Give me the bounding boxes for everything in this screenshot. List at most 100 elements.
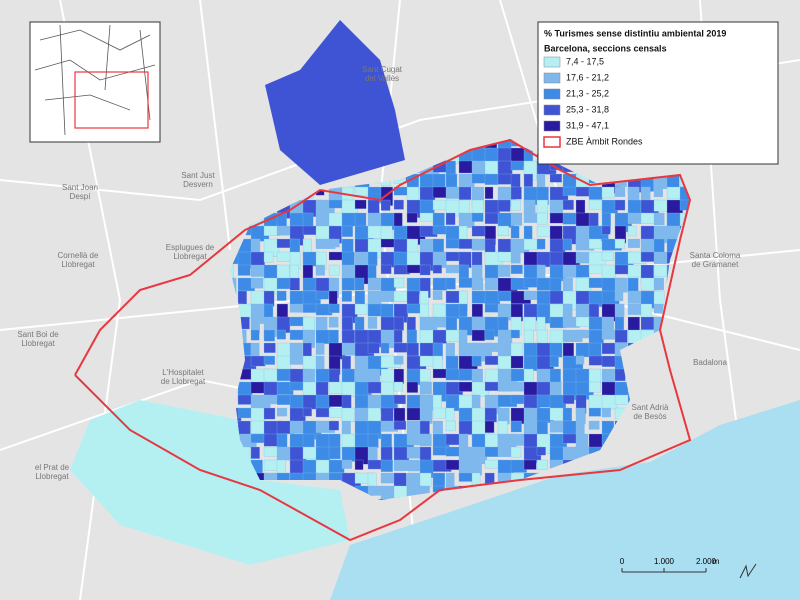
census-section bbox=[614, 199, 626, 211]
place-label: Sant Joan bbox=[62, 183, 98, 192]
census-section bbox=[367, 342, 380, 354]
census-section bbox=[315, 264, 325, 276]
census-section bbox=[432, 264, 442, 274]
census-section bbox=[575, 316, 591, 327]
census-section bbox=[510, 212, 523, 226]
census-section bbox=[328, 238, 340, 248]
census-section bbox=[575, 329, 590, 339]
census-section bbox=[354, 459, 364, 470]
census-section bbox=[406, 472, 421, 489]
census-section bbox=[549, 277, 562, 293]
census-section bbox=[367, 316, 378, 329]
place-label: Esplugues de bbox=[166, 243, 215, 252]
legend-swatch bbox=[543, 104, 561, 116]
census-section bbox=[653, 251, 670, 264]
census-section bbox=[445, 316, 458, 331]
census-section bbox=[497, 160, 513, 176]
census-section bbox=[575, 264, 590, 278]
legend-label: ZBE Àmbit Rondes bbox=[566, 136, 643, 146]
census-section bbox=[627, 303, 642, 315]
census-section bbox=[458, 277, 475, 288]
census-section bbox=[471, 394, 481, 409]
census-section bbox=[510, 199, 521, 211]
census-section bbox=[250, 355, 266, 367]
census-section bbox=[367, 212, 383, 227]
census-section bbox=[627, 212, 643, 224]
census-section bbox=[484, 329, 495, 341]
census-section bbox=[562, 199, 574, 210]
census-section bbox=[406, 238, 419, 254]
census-section bbox=[588, 186, 603, 200]
census-section bbox=[432, 355, 443, 370]
census-section bbox=[432, 303, 446, 319]
place-label: de Gramanet bbox=[692, 260, 739, 269]
census-section bbox=[549, 355, 559, 367]
census-section bbox=[484, 186, 494, 199]
census-section bbox=[601, 316, 615, 331]
census-section bbox=[588, 342, 602, 358]
census-section bbox=[289, 277, 300, 291]
census-section bbox=[510, 251, 521, 264]
census-section bbox=[601, 381, 617, 396]
census-section bbox=[588, 329, 604, 344]
census-section bbox=[614, 290, 624, 302]
census-section bbox=[328, 316, 339, 328]
census-section bbox=[458, 225, 468, 242]
census-section bbox=[341, 251, 355, 268]
census-section bbox=[367, 264, 377, 279]
census-section bbox=[276, 290, 287, 301]
legend-title: % Turismes sense distintiu ambiental 201… bbox=[544, 28, 726, 38]
census-section bbox=[230, 264, 234, 285]
census-section bbox=[614, 329, 628, 343]
census-section bbox=[549, 368, 561, 384]
census-section bbox=[666, 186, 683, 200]
census-section bbox=[302, 277, 317, 291]
place-label: el Prat de bbox=[35, 463, 70, 472]
census-section bbox=[367, 446, 378, 461]
census-section bbox=[406, 303, 423, 314]
census-section bbox=[263, 251, 274, 263]
census-section bbox=[341, 407, 355, 422]
census-section bbox=[523, 199, 536, 216]
census-section bbox=[354, 277, 365, 291]
census-section bbox=[406, 446, 421, 459]
census-section bbox=[393, 420, 407, 430]
place-label: Llobregat bbox=[61, 260, 95, 269]
delta-area bbox=[70, 400, 350, 565]
census-section bbox=[588, 407, 601, 417]
census-section bbox=[419, 433, 432, 447]
census-section bbox=[341, 446, 357, 462]
census-section bbox=[367, 433, 379, 449]
collserola-area bbox=[265, 20, 405, 185]
census-section bbox=[432, 394, 442, 410]
census-section bbox=[432, 407, 446, 419]
census-section bbox=[315, 329, 332, 344]
census-section bbox=[289, 355, 305, 365]
census-section bbox=[250, 238, 261, 253]
census-section bbox=[432, 277, 447, 291]
census-section bbox=[445, 433, 461, 446]
census-section bbox=[302, 407, 312, 417]
census-section bbox=[393, 394, 406, 405]
census-section bbox=[523, 316, 537, 331]
census-section bbox=[354, 303, 368, 315]
census-section bbox=[302, 264, 314, 280]
census-section bbox=[445, 212, 456, 225]
scale-label: 1.000 bbox=[654, 557, 675, 566]
census-section bbox=[393, 316, 404, 331]
zbe-boundary bbox=[74, 138, 692, 542]
census-section bbox=[510, 173, 521, 188]
census-section bbox=[497, 381, 514, 392]
legend-label: 21,3 - 25,2 bbox=[566, 88, 609, 98]
census-section bbox=[536, 212, 548, 225]
census-section bbox=[302, 433, 315, 449]
census-section bbox=[367, 251, 378, 266]
census-section bbox=[614, 277, 628, 293]
census-section bbox=[380, 290, 395, 302]
census-section bbox=[289, 394, 304, 409]
census-section bbox=[432, 329, 447, 344]
place-label: Desvern bbox=[183, 180, 213, 189]
census-section bbox=[549, 251, 565, 267]
census-section bbox=[354, 199, 367, 209]
